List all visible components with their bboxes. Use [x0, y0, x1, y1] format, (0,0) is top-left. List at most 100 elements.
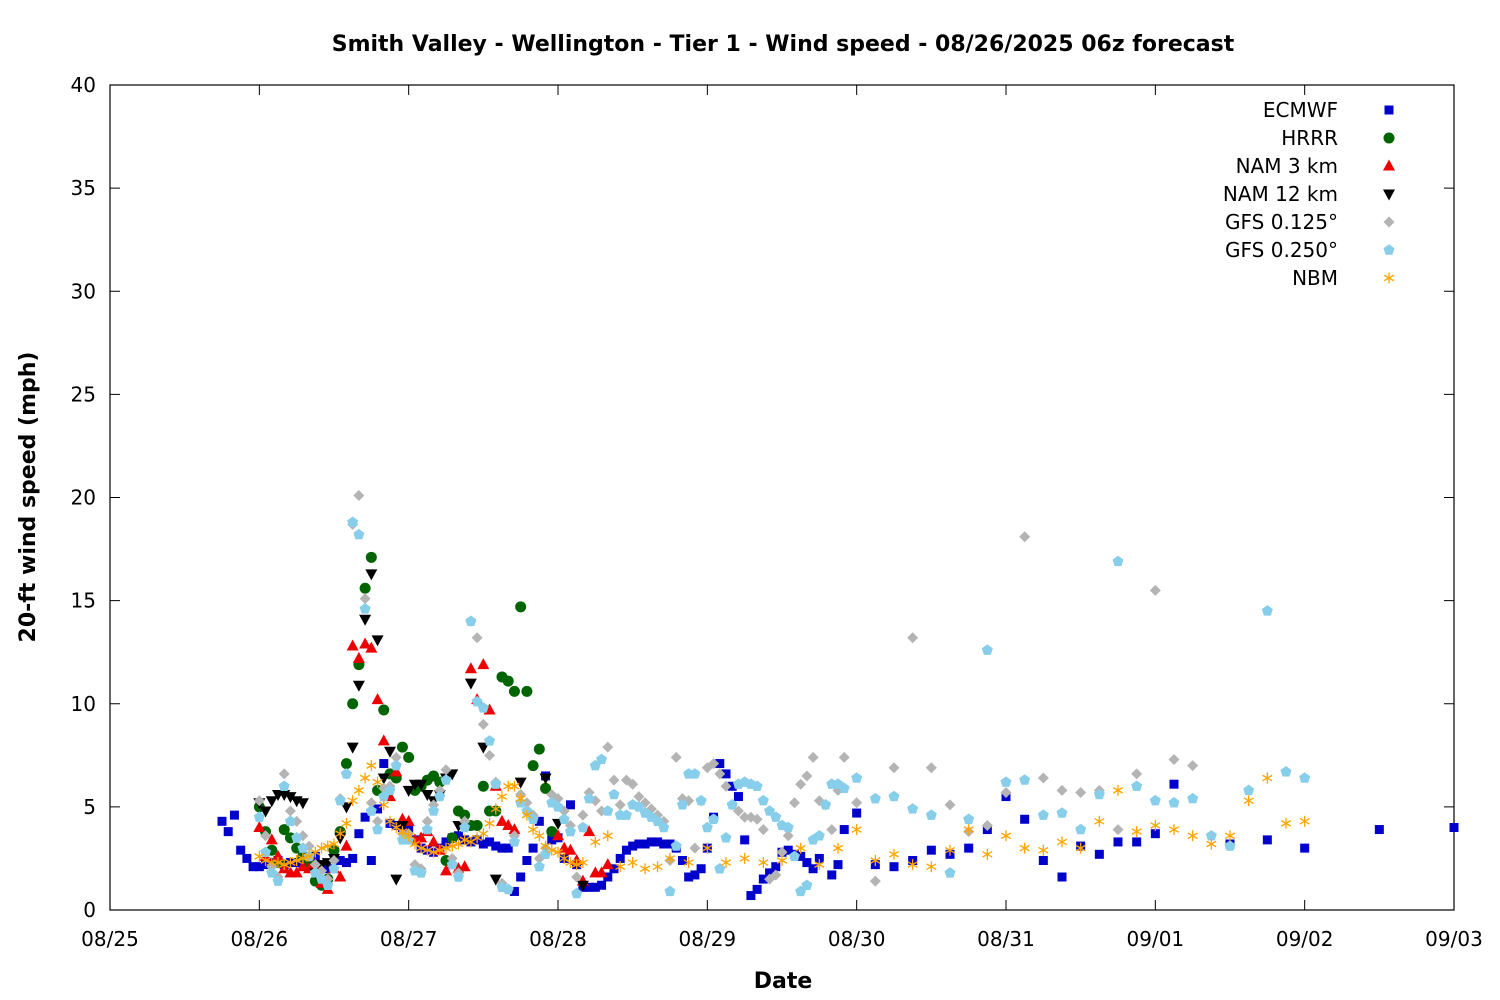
data-point — [782, 821, 794, 833]
data-point — [236, 845, 246, 855]
data-point — [783, 845, 793, 855]
data-point — [521, 685, 533, 697]
data-point — [602, 805, 614, 816]
legend: ECMWF HRRR NAM 3 km NAM 12 km GFS 0.125° GFS … — [1223, 98, 1395, 290]
data-point — [571, 887, 583, 899]
x-tick-label: 08/29 — [679, 927, 737, 951]
data-point — [428, 846, 439, 858]
data-point — [552, 829, 564, 841]
x-tick-label: 08/27 — [380, 927, 438, 951]
data-point — [484, 749, 496, 761]
data-point — [627, 857, 638, 869]
data-point — [546, 844, 557, 856]
data-point — [739, 852, 750, 864]
data-point — [496, 814, 508, 826]
data-point — [353, 784, 364, 796]
data-point — [746, 891, 756, 901]
data-point — [527, 760, 539, 772]
data-point — [378, 799, 389, 811]
data-point — [564, 825, 576, 837]
data-point — [377, 734, 390, 746]
data-point — [1038, 844, 1049, 856]
data-point — [851, 797, 863, 809]
x-axis-label: Date — [754, 969, 813, 994]
data-point — [415, 831, 428, 843]
data-point — [223, 827, 233, 837]
data-point — [751, 780, 763, 791]
data-point — [253, 821, 266, 832]
data-point — [284, 792, 297, 804]
data-point — [1150, 819, 1161, 831]
data-point — [490, 778, 502, 789]
data-point — [628, 841, 638, 851]
data-point — [334, 870, 347, 882]
data-point — [490, 803, 501, 815]
data-point — [359, 614, 372, 626]
data-point — [272, 849, 284, 861]
x-tick-label: 08/26 — [231, 927, 289, 951]
data-point — [390, 751, 402, 763]
data-point — [366, 856, 376, 865]
data-point — [260, 855, 271, 866]
data-point — [852, 808, 862, 818]
data-point — [248, 862, 258, 872]
data-point — [515, 601, 527, 613]
data-point — [770, 869, 782, 881]
data-point — [683, 857, 694, 869]
data-point — [365, 551, 377, 563]
data-point — [478, 839, 488, 849]
data-point — [670, 840, 682, 851]
data-point — [522, 856, 532, 865]
data-point — [640, 863, 651, 875]
x-tick-label: 09/01 — [1127, 927, 1185, 951]
data-point — [907, 859, 918, 871]
data-point — [577, 821, 589, 833]
x-tick-label: 08/25 — [81, 927, 139, 951]
data-point — [217, 816, 227, 826]
data-point — [242, 853, 252, 863]
data-point — [1243, 795, 1254, 807]
data-point — [1037, 809, 1049, 820]
data-point — [446, 832, 458, 844]
data-point — [459, 821, 471, 833]
data-point — [1056, 784, 1068, 796]
data-point — [702, 842, 713, 854]
data-point — [1093, 788, 1105, 800]
data-point — [676, 799, 688, 810]
data-point — [390, 765, 403, 777]
y-tick-label: 0 — [83, 898, 96, 922]
data-point — [751, 813, 763, 825]
data-point — [348, 853, 358, 863]
data-point — [1056, 836, 1068, 848]
data-point — [602, 741, 614, 753]
data-point — [335, 828, 346, 840]
data-point — [1280, 766, 1292, 777]
data-point — [1112, 824, 1124, 836]
data-point — [334, 794, 346, 806]
data-point — [571, 871, 583, 883]
y-axis: 0 5 10 15 20 25 30 35 40 — [71, 73, 1454, 922]
legend-marker — [1383, 159, 1395, 171]
data-point — [1150, 829, 1160, 839]
data-point — [347, 698, 359, 710]
y-tick-label: 40 — [71, 73, 96, 97]
data-point — [434, 790, 446, 802]
data-point — [379, 759, 389, 769]
data-point — [1280, 817, 1292, 829]
data-point — [757, 824, 769, 836]
data-point — [1187, 830, 1198, 842]
data-points — [217, 489, 1459, 901]
data-point — [1374, 825, 1384, 835]
data-point — [721, 769, 731, 779]
data-point — [372, 776, 383, 788]
data-point — [340, 768, 352, 779]
data-point — [477, 718, 489, 730]
data-point — [944, 799, 956, 811]
legend-marker — [1383, 132, 1395, 144]
data-point — [782, 830, 794, 842]
data-point — [279, 859, 290, 871]
series-gfs-0-250- — [253, 516, 1311, 899]
data-point — [497, 843, 507, 853]
data-point — [496, 791, 508, 803]
data-point — [403, 751, 415, 763]
